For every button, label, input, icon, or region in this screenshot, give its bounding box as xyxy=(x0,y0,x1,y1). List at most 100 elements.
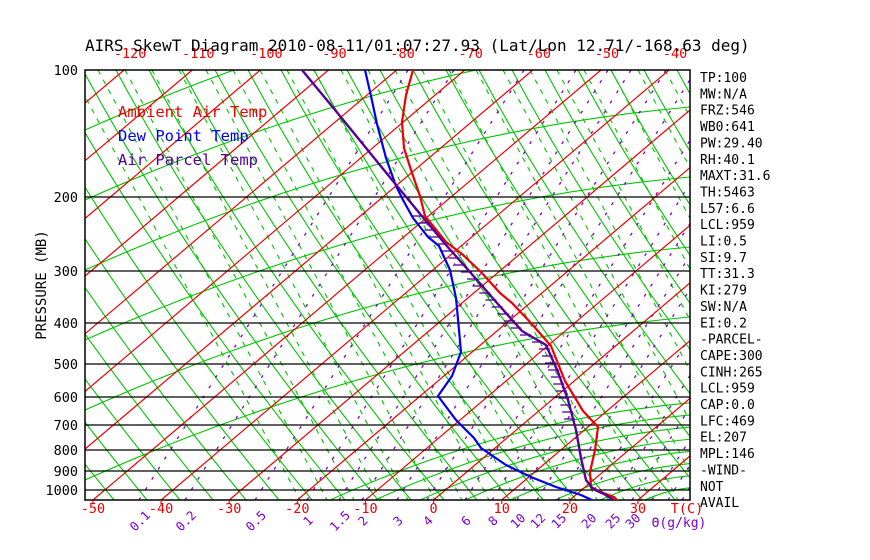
bottom-temp-tick-label: 0 xyxy=(430,501,438,517)
plot-frame xyxy=(84,69,691,501)
mixing-ratio-line xyxy=(536,254,690,500)
mixing-axis-unit: Θ(g/kg) xyxy=(652,516,707,531)
moist-adiabat-line xyxy=(464,438,690,500)
isotherm-line xyxy=(85,70,125,104)
dry-adiabat-line xyxy=(313,70,610,500)
dry-adiabat-line xyxy=(0,70,15,500)
mixing-ratio-line xyxy=(306,70,577,500)
dry-adiabat-line xyxy=(85,286,247,500)
air-parcel-temp-curve xyxy=(300,70,614,500)
isotherm-line xyxy=(85,70,261,220)
mixing-ratio-line xyxy=(667,463,690,500)
mixing-ratio-tick-label: 0.2 xyxy=(173,508,200,535)
stat-line: EL:207 xyxy=(700,431,747,446)
isotherm-line xyxy=(85,70,329,277)
mixing-ratio-line xyxy=(557,287,690,500)
sounding-curves xyxy=(300,70,619,500)
mixing-ratio-tick-label: 10 xyxy=(507,510,528,531)
top-temp-tick-label: -110 xyxy=(182,46,215,62)
pressure-tick-label: 200 xyxy=(54,190,78,206)
dry-adiabat-line xyxy=(445,70,690,438)
mixing-ratio-tick-label: 0.5 xyxy=(243,508,270,535)
moist-adiabat-dashed-line xyxy=(637,70,690,169)
moist-adiabat-dashed-line xyxy=(313,70,544,500)
mixing-ratio-tick-label: 20 xyxy=(578,510,599,531)
stat-line: WB0:641 xyxy=(700,120,755,135)
pressure-tick-label: 900 xyxy=(54,464,78,480)
mixing-ratio-line xyxy=(491,182,690,500)
isotherm-line xyxy=(501,339,690,500)
legend-ambient-air-temp: Ambient Air Temp xyxy=(118,103,267,121)
isotherm-line xyxy=(85,70,534,450)
stat-line: MW:N/A xyxy=(700,87,747,102)
stat-line: CAPE:300 xyxy=(700,349,763,364)
moist-adiabat-line xyxy=(85,70,236,131)
dry-adiabat-line xyxy=(610,70,690,206)
pressure-tick-label: 1000 xyxy=(45,483,78,499)
stat-line: PW:29.40 xyxy=(700,136,763,151)
mixing-ratio-line xyxy=(516,222,690,500)
legend-dew-point-temp: Dew Point Temp xyxy=(118,127,249,145)
moist-adiabat-dashed-line xyxy=(773,70,870,500)
moist-adiabat-line xyxy=(509,450,690,500)
dry-adiabat-line xyxy=(85,237,280,500)
pressure-tick-label: 500 xyxy=(54,357,78,373)
isotherm-line xyxy=(85,70,193,162)
dry-adiabat-line xyxy=(478,70,690,395)
legend-air-parcel-temp: Air Parcel Temp xyxy=(118,151,258,169)
moist-adiabat-line xyxy=(85,246,690,411)
stat-line: -WIND- xyxy=(700,463,747,478)
isotherm-line xyxy=(85,70,397,335)
moist-adiabat-dashed-line xyxy=(746,70,870,500)
stat-line: MPL:146 xyxy=(700,447,755,462)
dry-adiabat-line xyxy=(511,70,690,351)
moist-adiabat-dashed-line xyxy=(259,70,490,500)
moist-adiabat-dashed-line xyxy=(664,70,690,119)
mixing-ratio-tick-label: 12 xyxy=(527,510,548,531)
ambient-air-temp-curve xyxy=(400,70,619,500)
mixing-ratio-line xyxy=(611,374,690,500)
moist-adiabat-dashed-line xyxy=(800,70,870,500)
mixing-ratio-tick-label: 3 xyxy=(390,513,406,529)
moist-adiabat-dashed-line xyxy=(85,95,301,500)
stat-line: AVAIL xyxy=(700,496,739,511)
stat-line: KI:279 xyxy=(700,284,747,299)
moist-adiabat-line xyxy=(85,176,690,341)
dry-adiabat-line xyxy=(247,70,544,500)
stat-line: LFC:469 xyxy=(700,414,755,429)
dry-adiabat-line xyxy=(85,421,148,500)
stat-line: TT:31.3 xyxy=(700,267,755,282)
top-temp-tick-label: -70 xyxy=(459,46,483,62)
top-temp-tick-label: -60 xyxy=(527,46,551,62)
bottom-temp-tick-label: -10 xyxy=(353,501,377,517)
moist-adiabat-line xyxy=(85,106,690,271)
stat-line: RH:40.1 xyxy=(700,153,755,168)
stat-line: TH:5463 xyxy=(700,185,755,200)
stat-line: LCL:959 xyxy=(700,382,755,397)
mixing-ratio-tick-label: 6 xyxy=(458,513,474,529)
bottom-temp-tick-label: -50 xyxy=(81,501,105,517)
pressure-tick-label: 600 xyxy=(54,390,78,406)
top-temp-tick-label: -80 xyxy=(390,46,414,62)
moist-adiabat-dashed-line xyxy=(827,70,870,500)
mixing-ratio-tick-label: 1.5 xyxy=(327,508,354,535)
mixing-ratio-line xyxy=(587,335,690,500)
isotherm-line xyxy=(365,224,690,500)
pressure-tick-label: 300 xyxy=(54,264,78,280)
dry-adiabat-line xyxy=(148,70,445,500)
bottom-temp-tick-label: -20 xyxy=(285,501,309,517)
chart-title: AIRS SkewT Diagram 2010-08-11/01:07:27.9… xyxy=(85,36,750,55)
moist-adiabat-line xyxy=(85,70,479,201)
top-temp-tick-label: -50 xyxy=(595,46,619,62)
isotherm-line xyxy=(569,397,690,500)
moist-adiabat-dashed-line xyxy=(151,70,382,500)
pressure-tick-label: 700 xyxy=(54,418,78,434)
dry-adiabat-line xyxy=(85,378,181,500)
moist-adiabat-line xyxy=(419,426,690,500)
stat-line: SI:9.7 xyxy=(700,251,747,266)
stat-line: L57:6.6 xyxy=(700,202,755,217)
bottom-temp-tick-label: 30 xyxy=(630,501,646,517)
stat-line: MAXT:31.6 xyxy=(700,169,770,184)
